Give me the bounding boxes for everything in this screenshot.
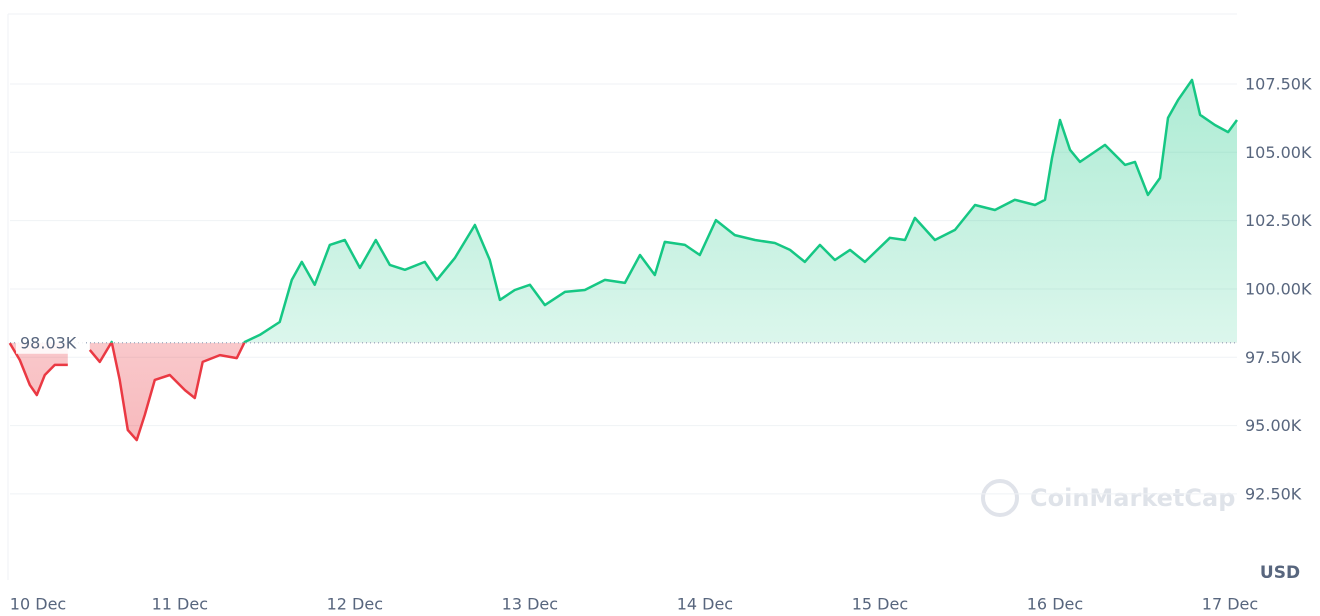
watermark: CoinMarketCap	[1030, 484, 1235, 512]
x-tick-label: 14 Dec	[677, 595, 733, 614]
y-tick-label: 100.00K	[1245, 279, 1312, 298]
area-down	[9, 342, 1237, 441]
price-line-down	[8, 342, 246, 442]
y-tick-label: 105.00K	[1245, 143, 1312, 162]
y-tick-label: 97.50K	[1245, 348, 1302, 367]
baseline-label: 98.03K	[20, 333, 77, 352]
y-unit: USD	[1260, 563, 1300, 583]
x-tick-label: 12 Dec	[327, 595, 383, 614]
y-tick-label: 102.50K	[1245, 211, 1312, 230]
price-line-up	[10, 78, 1239, 343]
x-tick-label: 17 Dec	[1202, 595, 1258, 614]
watermark-group: CoinMarketCap	[981, 479, 1235, 517]
x-tick-label: 15 Dec	[852, 595, 908, 614]
x-tick-label: 16 Dec	[1027, 595, 1083, 614]
y-tick-label: 107.50K	[1245, 74, 1312, 93]
watermark-logo	[981, 479, 1019, 517]
x-tick-label: 13 Dec	[502, 595, 558, 614]
area-up	[111, 79, 1237, 343]
y-tick-label: 95.00K	[1245, 416, 1302, 435]
baseline-label-bg	[16, 331, 86, 354]
y-tick-label: 92.50K	[1245, 484, 1302, 503]
x-tick-label: 10 Dec	[10, 595, 66, 614]
x-tick-label: 11 Dec	[152, 595, 208, 614]
